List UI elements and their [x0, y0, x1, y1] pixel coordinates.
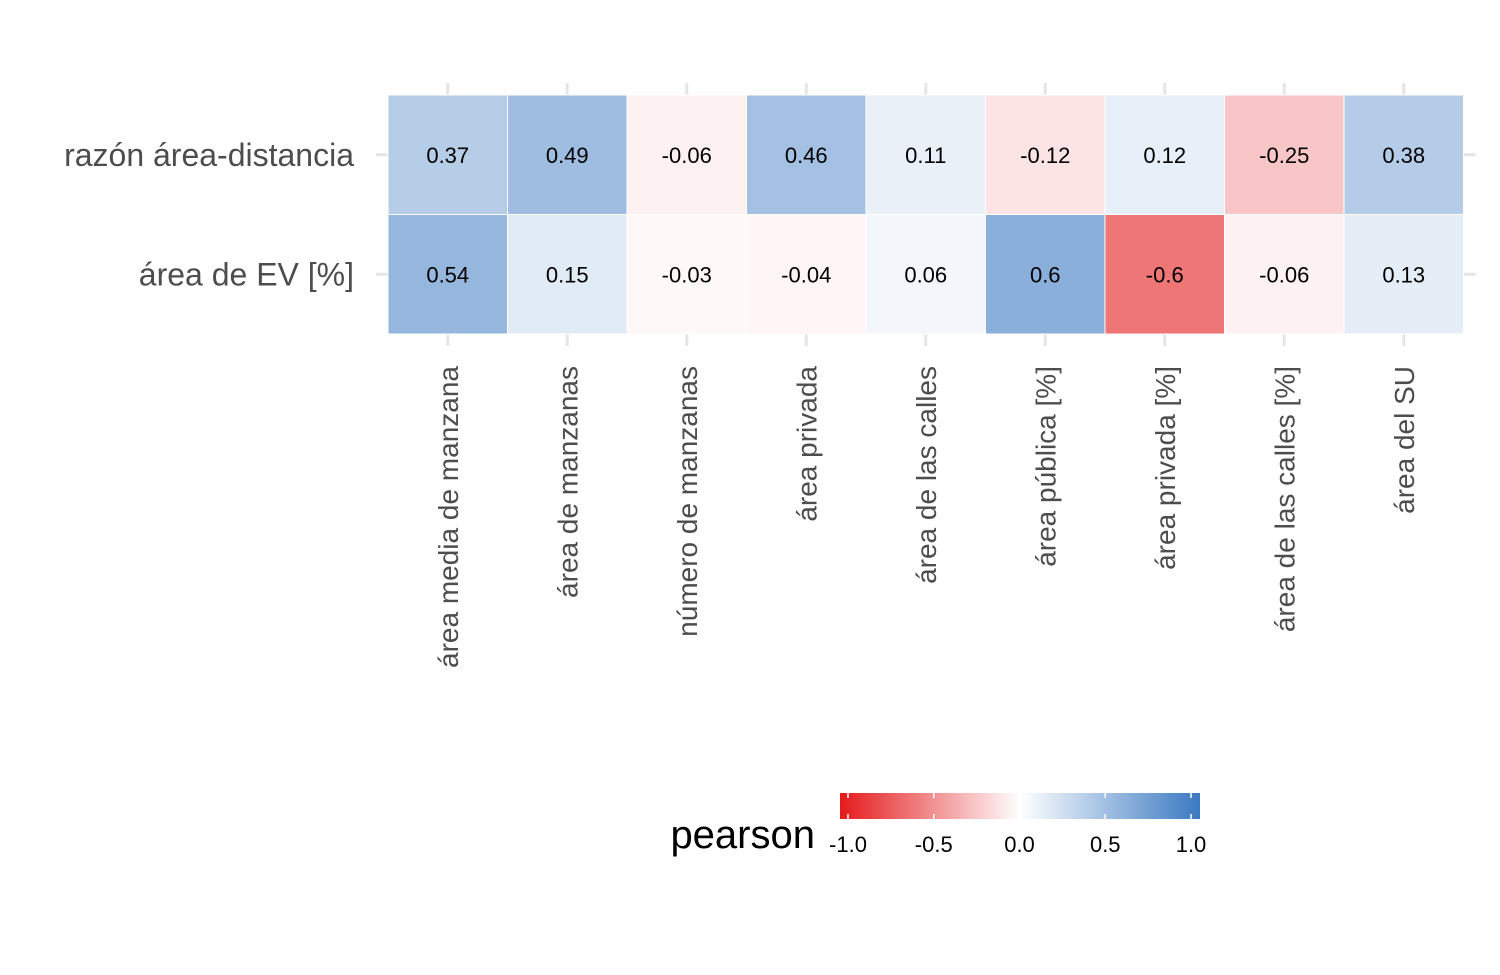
column-label: área de las calles [911, 366, 942, 584]
cell-value-label: -0.06 [1259, 262, 1309, 287]
cell-value-label: -0.6 [1146, 262, 1184, 287]
heatmap-cell [865, 214, 986, 335]
heatmap-cell [985, 94, 1106, 215]
cell-value-label: 0.6 [1030, 262, 1061, 287]
cell-value-label: -0.12 [1020, 143, 1070, 168]
legend-title: pearson [670, 813, 815, 857]
cell-value-label: 0.38 [1382, 143, 1425, 168]
column-label: área del SU [1389, 366, 1420, 514]
cell-value-label: 0.15 [546, 262, 589, 287]
cell-value-label: 0.54 [426, 262, 469, 287]
cell-value-label: 0.06 [904, 262, 947, 287]
cell-value-label: 0.12 [1143, 143, 1186, 168]
column-label: área media de manzana [433, 366, 464, 668]
column-labels: área media de manzana área de manzanas núm… [433, 366, 1420, 668]
heatmap-cell [626, 94, 747, 215]
legend-tick-label: -1.0 [829, 832, 867, 857]
legend-tick-label: -0.5 [915, 832, 953, 857]
heatmap-cell [387, 214, 508, 335]
cell-value-label: 0.37 [426, 143, 469, 168]
heatmap-cell [1224, 214, 1345, 335]
heatmap-cell [865, 94, 986, 215]
legend-tick-label: 1.0 [1176, 832, 1207, 857]
cell-value-label: -0.06 [662, 143, 712, 168]
heatmap-cell [746, 214, 867, 335]
cell-value-label: 0.13 [1382, 262, 1425, 287]
heatmap-cell [985, 214, 1106, 335]
heatmap-cell [507, 94, 628, 215]
heatmap-cell [1343, 214, 1464, 335]
color-legend: pearson -1.0 -0.5 0.0 0.5 1.0 [670, 793, 1206, 857]
heatmap-cell [387, 94, 508, 215]
legend-tick-label: 0.0 [1004, 832, 1035, 857]
heatmap-cell [626, 214, 747, 335]
column-label: área de manzanas [552, 366, 583, 598]
cell-value-label: -0.04 [781, 262, 831, 287]
cell-value-label: -0.03 [662, 262, 712, 287]
row-label: razón área-distancia [64, 137, 354, 173]
heatmap-cells: 0.37 0.49 -0.06 0.46 0.11 -0.12 0.12 -0.25 0.38 0… [387, 94, 1464, 335]
heatmap-cell [1104, 94, 1225, 215]
column-label: área pública [%] [1030, 366, 1061, 567]
legend-tick-label: 0.5 [1090, 832, 1121, 857]
column-label: área privada [%] [1150, 366, 1181, 570]
heatmap-cell [1104, 214, 1225, 335]
cell-value-label: 0.49 [546, 143, 589, 168]
column-label: área de las calles [%] [1269, 366, 1300, 632]
column-label: número de manzanas [672, 366, 703, 637]
cell-value-label: -0.25 [1259, 143, 1309, 168]
cell-value-label: 0.11 [905, 143, 946, 168]
heatmap-cell [1343, 94, 1464, 215]
row-labels: razón área-distancia área de EV [%] [64, 137, 354, 293]
heatmap-cell [507, 214, 628, 335]
row-label: área de EV [%] [139, 256, 354, 292]
heatmap-cell [746, 94, 867, 215]
column-label: área privada [791, 366, 822, 522]
cell-value-label: 0.46 [785, 143, 828, 168]
